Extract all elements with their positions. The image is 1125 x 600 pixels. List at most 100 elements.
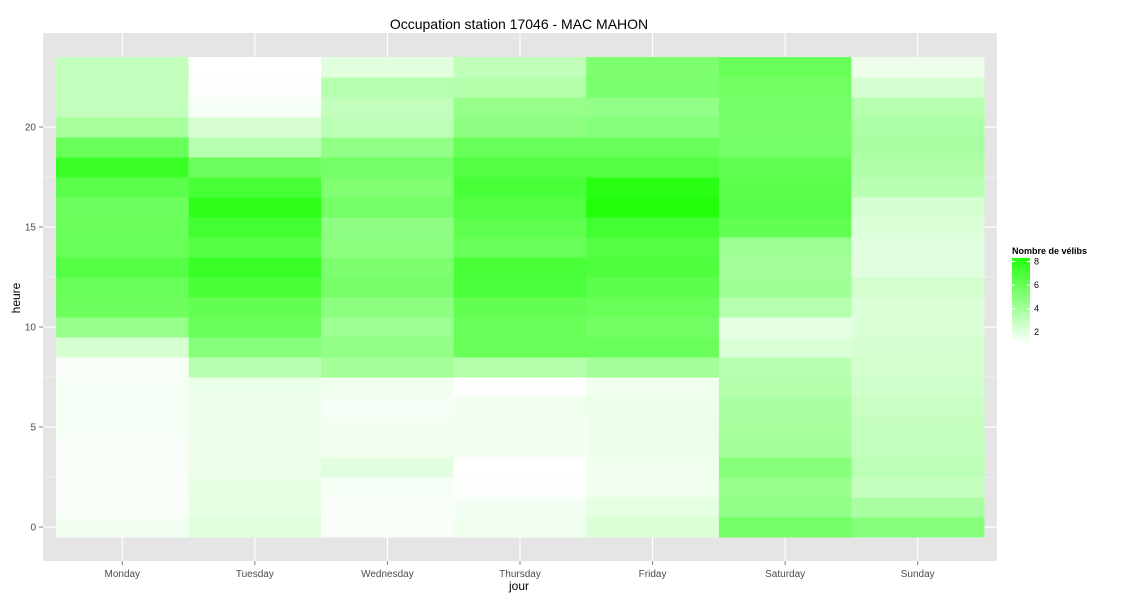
x-axis: Monday Tuesday Wednesday Thursday Friday Satu…	[104, 561, 935, 580]
heatmap-cell	[586, 337, 720, 358]
heatmap-cell	[453, 97, 587, 118]
heatmap-cell	[718, 117, 852, 138]
heatmap-cell	[321, 477, 455, 498]
heatmap-cell	[718, 417, 852, 438]
legend-tick-label: 8	[1034, 257, 1039, 267]
heatmap-cell	[851, 77, 985, 98]
x-tick-label: Sunday	[901, 569, 935, 580]
heatmap-cells	[56, 57, 985, 538]
heatmap-cell	[851, 417, 985, 438]
heatmap-cell	[718, 457, 852, 478]
heatmap-cell	[188, 317, 322, 338]
heatmap-cell	[188, 297, 322, 318]
heatmap-cell	[586, 177, 720, 198]
y-tick-label: 0	[30, 523, 36, 534]
heatmap-cell	[56, 77, 190, 98]
heatmap-cell	[851, 297, 985, 318]
heatmap-cell	[718, 317, 852, 338]
heatmap-cell	[453, 177, 587, 198]
heatmap-cell	[56, 477, 190, 498]
heatmap-cell	[851, 497, 985, 518]
heatmap-cell	[56, 517, 190, 538]
heatmap-cell	[851, 197, 985, 218]
heatmap-cell	[188, 157, 322, 178]
heatmap-cell	[188, 477, 322, 498]
heatmap-cell	[586, 437, 720, 458]
heatmap-cell	[718, 377, 852, 398]
heatmap-cell	[321, 397, 455, 418]
heatmap-cell	[851, 357, 985, 378]
heatmap-cell	[453, 277, 587, 298]
heatmap-cell	[188, 177, 322, 198]
heatmap-cell	[56, 297, 190, 318]
legend-tick-label: 4	[1034, 304, 1039, 314]
heatmap-cell	[188, 117, 322, 138]
heatmap-cell	[718, 297, 852, 318]
heatmap-cell	[321, 117, 455, 138]
heatmap-cell	[718, 77, 852, 98]
heatmap-cell	[188, 97, 322, 118]
heatmap-cell	[453, 117, 587, 138]
heatmap-cell	[188, 237, 322, 258]
heatmap-cell	[56, 197, 190, 218]
x-axis-title: jour	[508, 579, 529, 593]
x-tick-label: Wednesday	[361, 569, 414, 580]
heatmap-cell	[851, 237, 985, 258]
heatmap-cell	[718, 257, 852, 278]
heatmap-cell	[321, 237, 455, 258]
heatmap-cell	[586, 317, 720, 338]
heatmap-cell	[453, 57, 587, 78]
heatmap-cell	[718, 197, 852, 218]
heatmap-cell	[56, 237, 190, 258]
heatmap-cell	[851, 397, 985, 418]
heatmap-cell	[321, 197, 455, 218]
heatmap-cell	[188, 377, 322, 398]
legend-tick-label: 6	[1034, 280, 1039, 290]
heatmap-cell	[321, 277, 455, 298]
heatmap-cell	[188, 197, 322, 218]
legend-tick-label: 2	[1034, 327, 1039, 337]
heatmap-cell	[586, 77, 720, 98]
heatmap-cell	[188, 357, 322, 378]
heatmap-cell	[321, 57, 455, 78]
heatmap-cell	[453, 437, 587, 458]
heatmap-cell	[453, 477, 587, 498]
heatmap-cell	[453, 317, 587, 338]
heatmap-cell	[321, 497, 455, 518]
heatmap-cell	[453, 257, 587, 278]
heatmap-cell	[56, 57, 190, 78]
heatmap-cell	[586, 197, 720, 218]
heatmap-cell	[188, 137, 322, 158]
heatmap-cell	[188, 517, 322, 538]
heatmap-cell	[56, 257, 190, 278]
heatmap-cell	[851, 117, 985, 138]
heatmap-cell	[851, 477, 985, 498]
heatmap-cell	[586, 377, 720, 398]
x-tick-label: Saturday	[765, 569, 805, 580]
heatmap-cell	[586, 397, 720, 418]
heatmap-cell	[851, 277, 985, 298]
heatmap-cell	[453, 157, 587, 178]
heatmap-cell	[188, 337, 322, 358]
heatmap-cell	[321, 257, 455, 278]
heatmap-cell	[321, 437, 455, 458]
heatmap-cell	[586, 477, 720, 498]
heatmap-cell	[586, 517, 720, 538]
heatmap-cell	[453, 457, 587, 478]
heatmap-cell	[851, 337, 985, 358]
heatmap-cell	[321, 337, 455, 358]
heatmap-cell	[718, 437, 852, 458]
heatmap-cell	[718, 237, 852, 258]
heatmap-cell	[56, 457, 190, 478]
heatmap-cell	[56, 337, 190, 358]
heatmap-cell	[718, 157, 852, 178]
heatmap-cell	[718, 397, 852, 418]
heatmap-cell	[321, 97, 455, 118]
heatmap-cell	[56, 177, 190, 198]
heatmap-cell	[453, 337, 587, 358]
heatmap-cell	[321, 377, 455, 398]
heatmap-cell	[188, 497, 322, 518]
heatmap-cell	[851, 157, 985, 178]
legend-ticks: 2 4 6 8	[1012, 257, 1039, 337]
heatmap-cell	[321, 517, 455, 538]
